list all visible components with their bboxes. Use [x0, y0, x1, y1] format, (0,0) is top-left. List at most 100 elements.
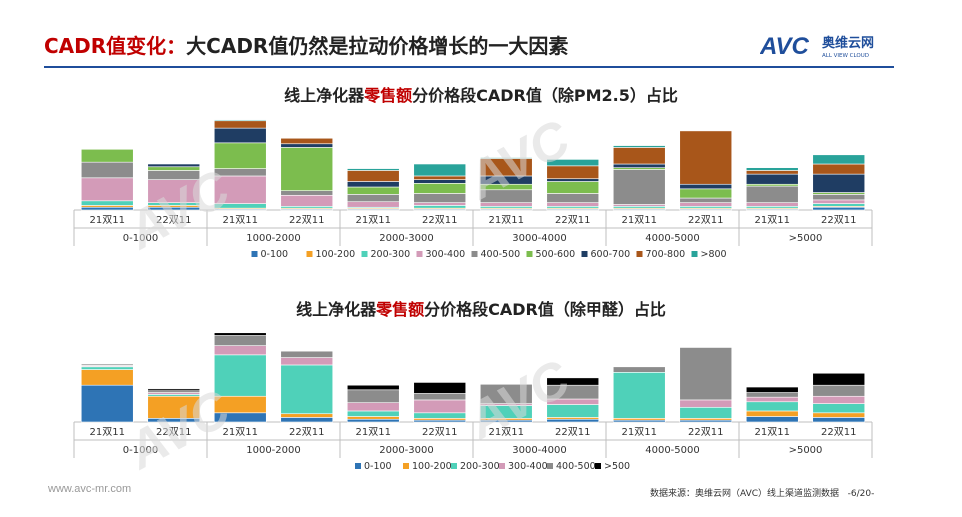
chart2-bar-segment: [546, 384, 600, 400]
chart2-bar-segment: [213, 332, 267, 336]
chart1-legend-label: 500-600: [536, 249, 576, 260]
chart1-legend-swatch: [471, 251, 478, 257]
chart1-bar-segment: [280, 190, 334, 196]
chart1-legend-label: 600-700: [591, 249, 631, 260]
chart2-group-label: 0-1000: [123, 445, 158, 456]
chart2-bar-segment: [479, 405, 533, 419]
chart1-bar-segment: [413, 175, 467, 180]
chart1-bar-segment: [479, 157, 533, 159]
chart2-category-label: 21双11: [223, 426, 258, 438]
chart2-bar-segment: [346, 410, 400, 417]
chart1-title-a: 线上净化器: [284, 86, 365, 105]
chart2-bar-segment: [280, 357, 334, 366]
footer-website[interactable]: www.avc-mr.com: [48, 483, 132, 495]
chart2-axis-table: [73, 421, 873, 458]
chart1-title-c: 分价格段CADR值（除PM2.5）占比: [412, 86, 678, 105]
chart2-bar-segment: [413, 382, 467, 394]
chart1-bar-segment: [812, 194, 866, 201]
chart1-group-label: 0-1000: [123, 233, 158, 244]
chart1-legend-label: 100-200: [316, 249, 356, 260]
chart2-bar-segment: [812, 372, 866, 386]
chart1-bar-segment: [213, 119, 267, 122]
chart1-bar-segment: [80, 177, 134, 202]
chart1-group-label: 4000-5000: [645, 233, 700, 244]
chart2-bar-segment: [147, 395, 201, 419]
chart1-category-label: 22双11: [555, 214, 590, 226]
chart1-legend-swatch: [636, 251, 643, 257]
chart2-bar-segment: [213, 354, 267, 397]
footer-source-text: 数据来源：奥维云网（AVC）线上渠道监测数据: [650, 489, 840, 499]
chart1-title-b: 零售额: [364, 86, 413, 105]
chart2-category-label: 21双11: [489, 426, 524, 438]
chart2-legend-label: 100-200: [412, 461, 452, 472]
chart1-legend-label: >800: [701, 249, 727, 260]
chart1-bar-segment: [213, 142, 267, 169]
chart1-legend-swatch: [306, 251, 313, 257]
chart2-bar-segment: [679, 347, 733, 401]
chart2-legend-swatch: [547, 463, 553, 469]
chart2-bar-segment: [612, 366, 666, 373]
chart1-category-label: 21双11: [622, 214, 657, 226]
chart2-title-c: 分价格段CADR值（除甲醛）占比: [424, 300, 666, 319]
chart1-bar-segment: [346, 168, 400, 171]
chart2-legend-label: 300-400: [508, 461, 548, 472]
chart1-category-label: 22双11: [688, 214, 723, 226]
chart2-legend-label: >500: [604, 461, 630, 472]
chart2-bar-segment: [745, 396, 799, 403]
chart2-legend: 0-100 100-200 200-300 300-400 400-500 >500: [355, 461, 630, 472]
chart2-legend-label: 0-100: [364, 461, 392, 472]
chart1-legend-swatch: [581, 251, 588, 257]
chart1-bar-segment: [346, 201, 400, 208]
chart2-bar-segment: [280, 413, 334, 418]
chart1-bar-segment: [80, 161, 134, 179]
chart2-category-label: 22双11: [688, 426, 723, 438]
chart2-bar-segment: [546, 377, 600, 386]
header-divider: [44, 66, 894, 68]
chart2-group-label: 4000-5000: [645, 445, 700, 456]
chart1-category-label: 22双11: [821, 214, 856, 226]
chart1-bar-segment: [280, 137, 334, 145]
chart2-group-label: >5000: [789, 445, 823, 456]
chart1-group-label: >5000: [789, 233, 823, 244]
chart1-bar-segment: [280, 194, 334, 207]
chart1-group-label: 3000-4000: [512, 233, 567, 244]
chart2-bar-segment: [812, 395, 866, 404]
chart2-category-label: 21双11: [90, 426, 125, 438]
chart2-bar-segment: [80, 384, 134, 423]
chart1-bar-segment: [679, 202, 733, 207]
chart1-bar-segment: [147, 202, 201, 206]
chart1-bar-segment: [213, 168, 267, 177]
chart1-bar-segment: [213, 203, 267, 209]
chart1-bar-segment: [612, 145, 666, 148]
footer-source: 数据来源：奥维云网（AVC）线上渠道监测数据 -6/20-: [650, 486, 874, 499]
chart1-bar-segment: [479, 183, 533, 191]
chart1-bar-segment: [479, 158, 533, 177]
chart1-bar-segment: [812, 154, 866, 165]
chart2-group-label: 2000-3000: [379, 445, 434, 456]
chart1-group-label: 2000-3000: [379, 233, 434, 244]
chart1-category-label: 21双11: [90, 214, 125, 226]
chart2-category-label: 22双11: [156, 426, 191, 438]
chart1-bar-segment: [80, 200, 134, 206]
chart1-legend-swatch: [416, 251, 423, 257]
chart1-bar-segment: [413, 179, 467, 184]
chart1-bar-segment: [413, 183, 467, 194]
chart2-group-label: 3000-4000: [512, 445, 567, 456]
chart2-bar-segment: [745, 392, 799, 398]
chart1-bar-segment: [413, 193, 467, 203]
chart2-bar-segment: [812, 417, 866, 423]
chart2-bar-segment: [346, 402, 400, 412]
chart1-axis-table: [73, 209, 873, 246]
chart1-legend-label: 400-500: [481, 249, 521, 260]
chart2-bar-segment: [679, 406, 733, 419]
chart1-legend-label: 700-800: [646, 249, 686, 260]
chart1-category-label: 22双11: [289, 214, 324, 226]
chart2-legend-swatch: [595, 463, 601, 469]
chart2-bar-segment: [413, 399, 467, 414]
chart1-group-label: 1000-2000: [246, 233, 301, 244]
chart1-bar-segment: [812, 163, 866, 175]
chart2-category-label: 21双11: [755, 426, 790, 438]
avc-logo: AVC 奥维云网 ALL VIEW CLOUD: [760, 33, 874, 60]
chart1-bar-segment: [346, 181, 400, 188]
chart2-bar-segment: [346, 418, 400, 423]
